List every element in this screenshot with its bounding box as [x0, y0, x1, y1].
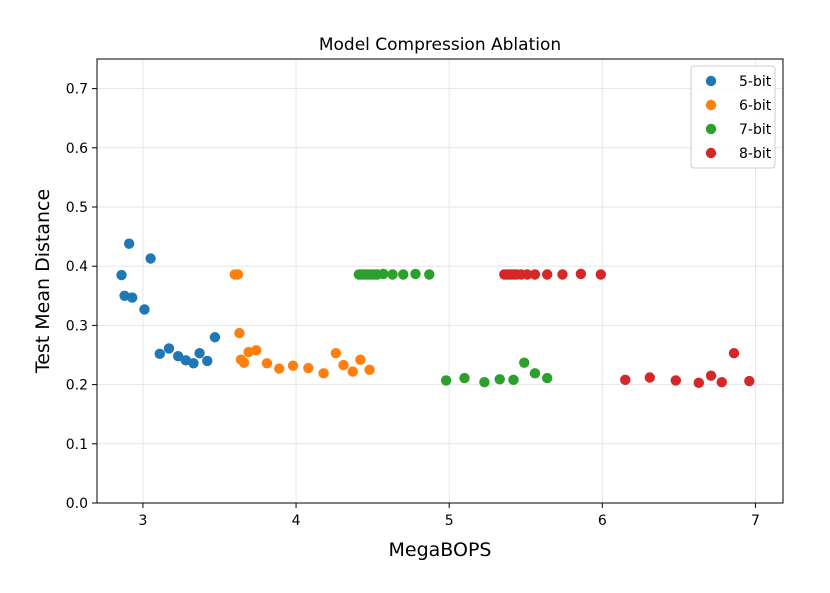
point-5-bit: [154, 348, 165, 360]
point-6-bit: [355, 354, 366, 365]
legend-label-7-bit: 7-bit: [739, 122, 772, 138]
point-7-bit: [508, 374, 519, 386]
y-tick-label: 0.3: [66, 318, 88, 334]
point-8-bit: [644, 372, 655, 383]
point-6-bit: [303, 362, 314, 374]
point-8-bit: [522, 269, 533, 280]
axis-ticks: 3 4 5 6 7 0.0 0.1 0.2 0.3 0.4 0.5 0.6 0.7: [66, 82, 760, 529]
legend-label-8-bit: 8-bit: [739, 146, 772, 162]
legend-marker-5-bit: [705, 75, 717, 87]
y-tick-label: 0.1: [66, 437, 88, 453]
y-tick-label: 0.2: [66, 378, 88, 394]
point-6-bit: [251, 345, 262, 356]
y-tick-label: 0.0: [66, 496, 88, 512]
legend-label-5-bit: 5-bit: [739, 74, 772, 90]
point-8-bit: [716, 377, 727, 388]
legend-marker-8-bit: [705, 147, 717, 159]
point-8-bit: [670, 375, 682, 386]
point-5-bit: [127, 292, 138, 303]
x-tick-label: 3: [138, 513, 147, 529]
legend-box: [690, 65, 776, 169]
y-tick-label: 0.4: [66, 259, 88, 275]
point-8-bit: [744, 375, 755, 387]
point-7-bit: [440, 375, 452, 386]
point-5-bit: [116, 269, 127, 281]
point-8-bit: [541, 269, 553, 280]
point-5-bit: [163, 343, 175, 354]
y-axis-label: Test Mean Distance: [32, 189, 54, 374]
point-6-bit: [338, 359, 349, 371]
point-8-bit: [529, 269, 541, 280]
series-7-bit: [353, 268, 553, 388]
point-6-bit: [232, 269, 244, 280]
x-tick-label: 7: [751, 513, 760, 529]
point-6-bit: [287, 360, 299, 371]
y-tick-label: 0.5: [66, 200, 88, 216]
point-7-bit: [541, 372, 553, 384]
y-tick-label: 0.6: [66, 141, 88, 157]
point-6-bit: [238, 357, 250, 368]
point-6-bit: [274, 363, 285, 374]
y-tick-label: 0.7: [66, 82, 88, 98]
point-5-bit: [123, 238, 135, 249]
x-tick-label: 4: [292, 513, 301, 529]
point-5-bit: [188, 358, 199, 369]
chart-title: Model Compression Ablation: [319, 35, 561, 55]
series-8-bit: [499, 268, 755, 389]
point-7-bit: [424, 269, 435, 280]
point-7-bit: [398, 269, 409, 280]
point-7-bit: [494, 374, 505, 385]
point-6-bit: [261, 358, 273, 369]
grid: [97, 59, 783, 504]
series-6-bit: [229, 269, 375, 379]
point-5-bit: [172, 350, 184, 362]
point-5-bit: [209, 332, 221, 343]
x-axis-label: MegaBOPS: [389, 539, 492, 561]
point-6-bit: [347, 366, 358, 377]
point-6-bit: [234, 327, 245, 339]
point-7-bit: [378, 268, 389, 280]
point-8-bit: [620, 374, 631, 386]
point-8-bit: [557, 269, 568, 280]
point-6-bit: [330, 348, 342, 359]
point-5-bit: [139, 304, 150, 315]
legend-marker-7-bit: [705, 123, 717, 135]
x-tick-label: 6: [598, 513, 607, 529]
point-7-bit: [387, 269, 398, 280]
point-7-bit: [479, 377, 490, 388]
legend-label-6-bit: 6-bit: [739, 98, 772, 114]
point-8-bit: [728, 348, 740, 359]
point-7-bit: [459, 372, 470, 384]
point-5-bit: [202, 355, 213, 367]
point-5-bit: [145, 253, 156, 264]
point-6-bit: [364, 364, 375, 375]
point-5-bit: [194, 348, 205, 359]
point-8-bit: [693, 377, 704, 389]
x-tick-label: 5: [445, 513, 454, 529]
point-8-bit: [705, 370, 717, 381]
legend: 5-bit 6-bit 7-bit 8-bit: [690, 65, 776, 169]
series-5-bit: [116, 238, 221, 369]
data-points: [116, 238, 755, 389]
point-8-bit: [575, 268, 587, 280]
plot-frame: [96, 58, 784, 504]
legend-marker-6-bit: [705, 99, 717, 111]
point-6-bit: [318, 368, 329, 379]
point-7-bit: [519, 357, 530, 368]
point-7-bit: [529, 368, 541, 379]
point-7-bit: [410, 268, 421, 280]
point-8-bit: [595, 269, 606, 280]
